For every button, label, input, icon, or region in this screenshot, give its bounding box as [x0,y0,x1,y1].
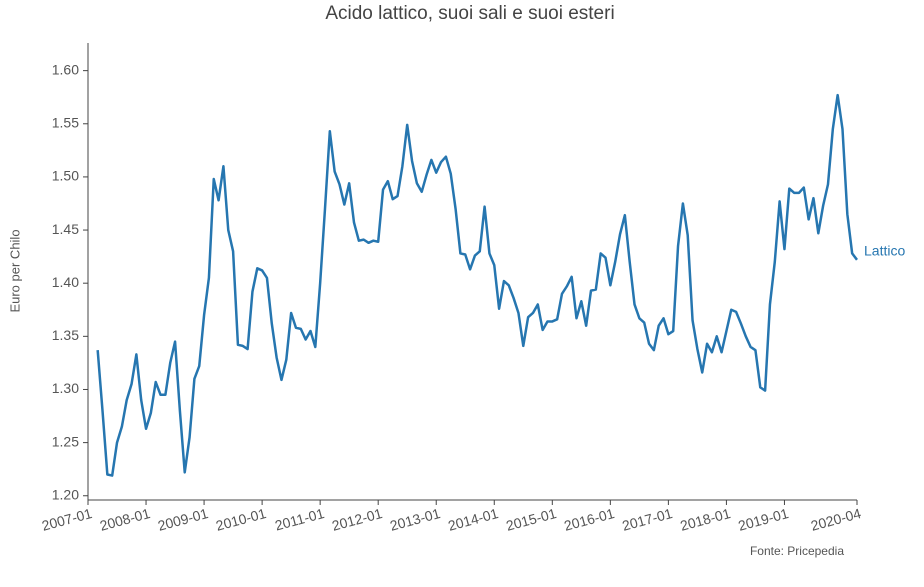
series-line [96,93,858,477]
y-tick-label: 1.20 [52,486,79,502]
series-label: Lattico [864,243,905,259]
x-tick-label: 2018-01 [678,505,732,534]
x-tick-label: 2011-01 [273,505,326,534]
y-tick-label: 1.25 [52,433,79,449]
x-tick-label: 2014-01 [446,505,500,534]
x-tick-label: 2020-04 [809,505,863,534]
y-tick-label: 1.30 [52,380,79,396]
x-tick-label: 2016-01 [562,505,616,534]
x-tick-label: 2017-01 [620,505,674,534]
x-tick-label: 2013-01 [388,505,442,534]
chart-title: Acido lattico, suoi sali e suoi esteri [325,3,614,24]
y-tick-label: 1.50 [52,168,79,184]
x-tick-label: 2008-01 [98,505,152,534]
y-tick-label: 1.55 [52,114,79,130]
source-note: Fonte: Pricepedia [750,544,844,558]
x-tick-label: 2019-01 [736,505,790,534]
x-tick-label: 2015-01 [504,505,558,534]
y-tick-label: 1.60 [52,61,79,77]
y-tick-label: 1.35 [52,327,79,343]
x-tick-label: 2007-01 [40,505,94,534]
x-tick-label: 2012-01 [330,505,384,534]
x-tick-label: 2010-01 [214,505,268,534]
y-tick-label: 1.40 [52,274,79,290]
x-tick-label: 2009-01 [156,505,210,534]
y-tick-label: 1.45 [52,221,79,237]
y-axis-label: Euro per Chilo [7,229,22,312]
